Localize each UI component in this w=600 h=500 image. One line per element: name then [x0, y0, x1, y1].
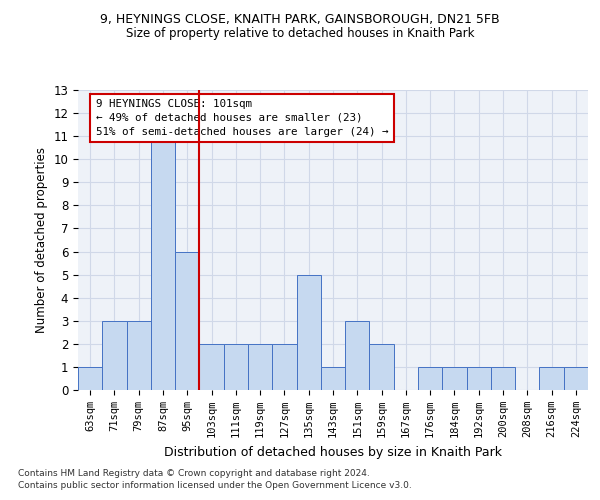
Bar [345, 321, 370, 390]
Text: Size of property relative to detached houses in Knaith Park: Size of property relative to detached ho… [126, 28, 474, 40]
Bar [272, 344, 296, 390]
Bar [321, 367, 345, 390]
Bar [102, 321, 127, 390]
Bar [370, 344, 394, 390]
Bar [442, 367, 467, 390]
Bar [564, 367, 588, 390]
Bar [151, 136, 175, 390]
Bar [539, 367, 564, 390]
Y-axis label: Number of detached properties: Number of detached properties [35, 147, 48, 333]
Bar [248, 344, 272, 390]
Text: Contains public sector information licensed under the Open Government Licence v3: Contains public sector information licen… [18, 481, 412, 490]
Bar [224, 344, 248, 390]
Bar [418, 367, 442, 390]
Bar [175, 252, 199, 390]
Text: 9, HEYNINGS CLOSE, KNAITH PARK, GAINSBOROUGH, DN21 5FB: 9, HEYNINGS CLOSE, KNAITH PARK, GAINSBOR… [100, 12, 500, 26]
X-axis label: Distribution of detached houses by size in Knaith Park: Distribution of detached houses by size … [164, 446, 502, 458]
Text: 9 HEYNINGS CLOSE: 101sqm
← 49% of detached houses are smaller (23)
51% of semi-d: 9 HEYNINGS CLOSE: 101sqm ← 49% of detach… [96, 99, 388, 137]
Text: Contains HM Land Registry data © Crown copyright and database right 2024.: Contains HM Land Registry data © Crown c… [18, 468, 370, 477]
Bar [296, 274, 321, 390]
Bar [127, 321, 151, 390]
Bar [199, 344, 224, 390]
Bar [491, 367, 515, 390]
Bar [78, 367, 102, 390]
Bar [467, 367, 491, 390]
